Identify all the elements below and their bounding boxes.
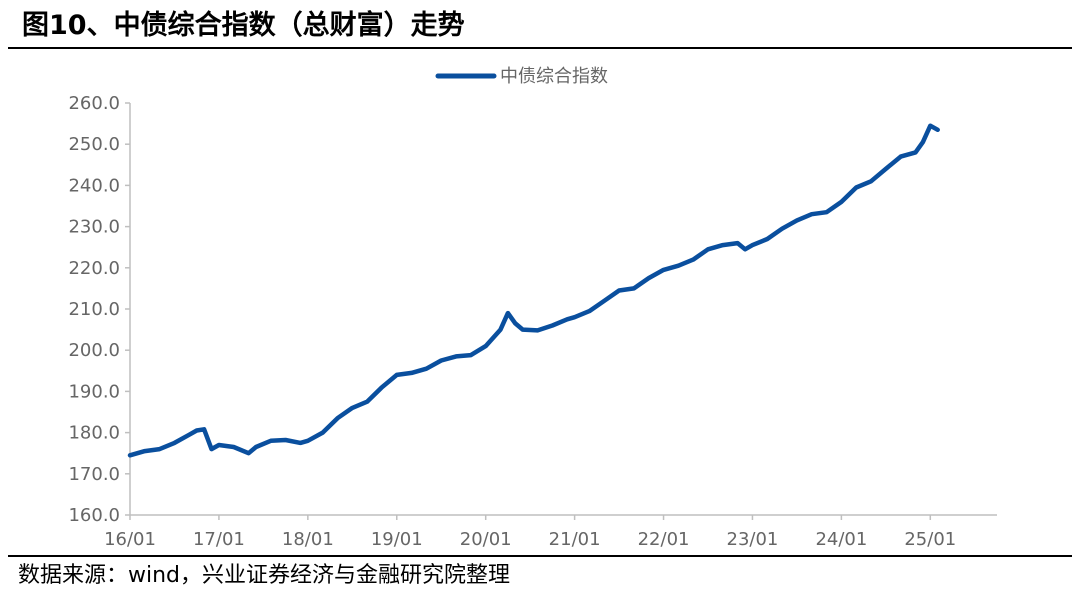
y-tick-label: 200.0	[68, 340, 120, 361]
data-point	[469, 353, 473, 357]
data-point	[195, 428, 199, 433]
data-point	[936, 128, 940, 132]
data-point	[128, 453, 132, 457]
data-point	[899, 155, 903, 159]
y-tick-label: 190.0	[68, 381, 120, 402]
data-point	[187, 433, 191, 437]
data-source-note: 数据来源：wind，兴业证券经济与金融研究院整理	[18, 563, 511, 588]
data-point	[350, 406, 354, 410]
data-point	[647, 276, 651, 280]
y-tick-label: 250.0	[68, 134, 120, 155]
data-point	[743, 247, 747, 251]
chart-axes	[129, 103, 997, 516]
y-tick-label: 230.0	[68, 217, 120, 238]
x-tick-label: 20/01	[460, 529, 512, 550]
data-point	[765, 237, 769, 241]
x-tick-label: 21/01	[549, 529, 601, 550]
data-point	[884, 167, 888, 171]
data-point	[928, 124, 932, 128]
data-point	[395, 373, 399, 377]
data-point	[913, 150, 918, 154]
data-point	[536, 328, 540, 332]
data-point	[247, 451, 251, 455]
data-point	[721, 243, 725, 247]
data-point	[217, 443, 221, 447]
y-tick-label: 160.0	[68, 505, 120, 526]
legend-label: 中债综合指数	[500, 66, 608, 87]
x-tick-label: 22/01	[638, 529, 690, 550]
plot-area	[127, 123, 940, 458]
data-point	[158, 447, 162, 451]
data-point	[335, 416, 340, 420]
y-tick-label: 170.0	[68, 464, 120, 485]
data-point	[795, 218, 799, 222]
data-point	[321, 431, 325, 435]
data-point	[736, 241, 740, 245]
data-point	[143, 449, 147, 453]
data-point	[921, 140, 925, 144]
chart-legend: 中债综合指数	[435, 66, 608, 87]
data-point	[424, 367, 428, 371]
data-point	[839, 200, 844, 204]
line-chart: 中债综合指数 160.0 170.0 180.0 190.0 200.0 210.0 220…	[68, 66, 997, 550]
data-point	[617, 288, 621, 293]
data-point	[676, 264, 681, 268]
data-point	[810, 212, 814, 216]
data-point	[410, 371, 414, 375]
x-tick-label: 24/01	[815, 529, 867, 550]
data-point	[298, 441, 302, 445]
data-point	[854, 185, 858, 190]
x-tick-label: 16/01	[104, 529, 156, 550]
y-tick-label: 240.0	[68, 175, 120, 196]
x-tick-label: 17/01	[193, 529, 245, 550]
data-point	[602, 299, 606, 303]
data-point	[780, 227, 784, 231]
data-point	[306, 439, 310, 443]
data-point	[269, 439, 273, 443]
data-point	[521, 328, 525, 332]
data-point	[587, 309, 592, 313]
x-tick-label: 19/01	[371, 529, 423, 550]
data-point	[254, 445, 258, 449]
data-point	[661, 268, 666, 272]
data-point	[825, 210, 829, 214]
y-tick-label: 210.0	[68, 299, 120, 320]
data-point	[454, 354, 458, 358]
data-point	[172, 441, 177, 445]
data-point	[209, 447, 214, 451]
series-line-0	[127, 123, 940, 458]
data-point	[498, 328, 503, 332]
data-point	[691, 258, 695, 262]
footer-divider	[8, 555, 1072, 557]
data-point	[506, 311, 510, 315]
y-tick-label: 180.0	[68, 423, 120, 444]
data-point	[869, 179, 873, 183]
data-point	[550, 323, 555, 328]
x-tick-label: 18/01	[282, 529, 334, 550]
data-point	[706, 247, 710, 251]
data-point	[484, 344, 488, 348]
data-point	[232, 445, 236, 449]
chart-title: 图10、中债综合指数（总财富）走势	[22, 10, 465, 41]
x-tick-label: 25/01	[904, 529, 956, 550]
data-point	[632, 286, 636, 290]
data-point	[284, 438, 288, 442]
y-axis-ticks: 160.0 170.0 180.0 190.0 200.0 210.0 220.0 230.0…	[68, 93, 130, 526]
title-divider	[8, 47, 1072, 49]
y-tick-label: 220.0	[68, 258, 120, 279]
x-axis-ticks: 16/01 17/01 18/01 19/01 20/01 21/01 22/01 23/01…	[104, 515, 956, 550]
data-point	[380, 385, 384, 389]
data-point	[365, 400, 369, 404]
data-point	[513, 321, 517, 325]
data-point	[202, 427, 206, 431]
data-point	[750, 243, 755, 247]
data-point	[565, 317, 569, 321]
data-point	[439, 358, 443, 363]
y-tick-label: 260.0	[68, 93, 120, 114]
data-point	[573, 315, 577, 319]
x-tick-label: 23/01	[727, 529, 779, 550]
